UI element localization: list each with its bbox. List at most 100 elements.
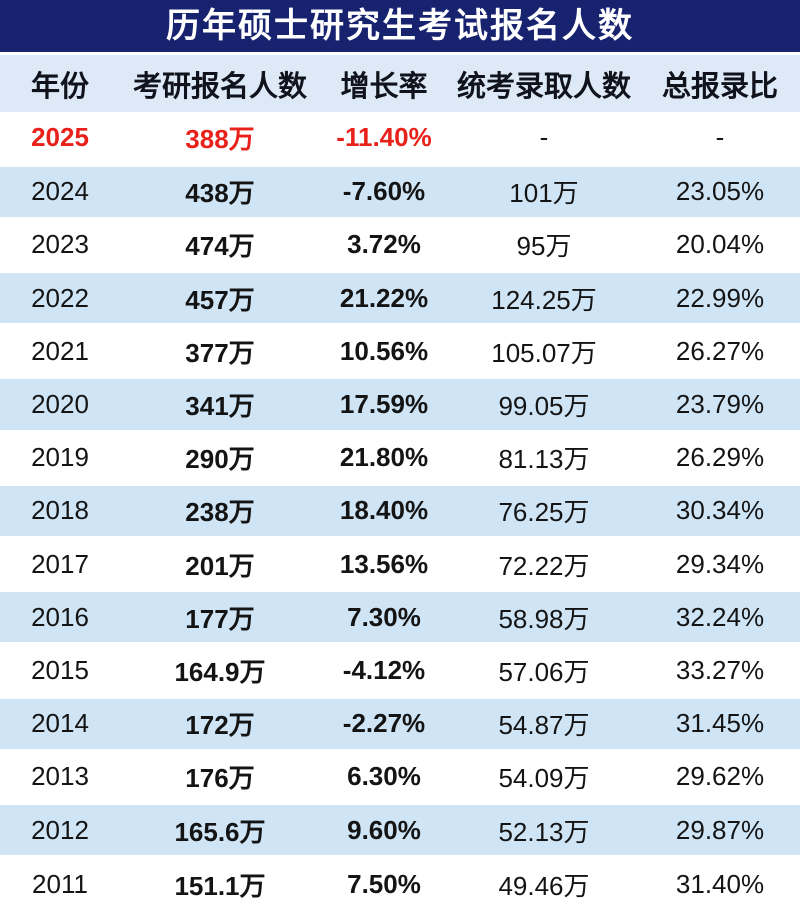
header-row: 年份 考研报名人数 增长率 统考录取人数 总报录比 <box>0 55 800 112</box>
cell-growth-rate: 17.59% <box>339 389 429 420</box>
cell-applicants: 438万 <box>185 178 255 209</box>
cell-admitted-count: 99.05万 <box>498 391 590 422</box>
cell-admission-ratio: 30.34% <box>675 495 765 526</box>
table-row: 2015 164.9万 -4.12% 57.06万 33.27% <box>0 643 800 698</box>
table-row: 2018 238万 18.40% 76.25万 30.34% <box>0 484 800 538</box>
cell-growth-rate: 6.30% <box>347 761 421 792</box>
table-body: 2025 388万 -11.40% - - 2024 438万 -7.60% 1… <box>0 112 800 910</box>
cell-applicants: 177万 <box>185 603 255 634</box>
cell-applicants: 341万 <box>185 391 255 422</box>
cell-applicants: 201万 <box>185 550 255 581</box>
cell-applicants: 474万 <box>185 231 255 262</box>
cell-year: 2022 <box>31 282 89 313</box>
cell-applicants: 377万 <box>185 337 255 368</box>
cell-admitted-count: 101万 <box>509 178 579 209</box>
cell-growth-rate: 3.72% <box>347 229 421 260</box>
cell-applicants: 388万 <box>185 124 255 155</box>
table-row: 2019 290万 21.80% 81.13万 26.29% <box>0 431 800 485</box>
cell-year: 2016 <box>31 601 89 632</box>
cell-growth-rate: -11.40% <box>336 122 432 153</box>
cell-admission-ratio: 29.34% <box>675 548 765 579</box>
table-row: 2016 177万 7.30% 58.98万 32.24% <box>0 590 800 644</box>
cell-admitted-count: - <box>539 122 549 153</box>
cell-year: 2021 <box>31 335 89 366</box>
cell-admitted-count: 54.87万 <box>498 710 590 741</box>
col-header-admitted: 统考录取人数 <box>456 70 631 103</box>
table-row: 2012 165.6万 9.60% 52.13万 29.87% <box>0 803 800 857</box>
cell-admission-ratio: - <box>715 122 725 153</box>
cell-applicants: 165.6万 <box>174 816 266 847</box>
col-header-growth: 增长率 <box>340 70 428 103</box>
cell-growth-rate: 21.22% <box>339 282 429 313</box>
table-row: 2014 172万 -2.27% 54.87万 31.45% <box>0 697 800 751</box>
table-row: 2023 474万 3.72% 95万 20.04% <box>0 218 800 272</box>
cell-applicants: 176万 <box>185 763 255 794</box>
cell-year: 2020 <box>31 389 89 420</box>
cell-admitted-count: 81.13万 <box>498 444 590 475</box>
cell-growth-rate: 9.60% <box>347 814 421 845</box>
cell-admitted-count: 57.06万 <box>498 656 590 687</box>
table-row: 2021 377万 10.56% 105.07万 26.27% <box>0 324 800 378</box>
cell-applicants: 238万 <box>185 497 255 528</box>
cell-admission-ratio: 26.29% <box>675 442 765 473</box>
table-row: 2022 457万 21.22% 124.25万 22.99% <box>0 271 800 325</box>
cell-admission-ratio: 29.62% <box>675 761 765 792</box>
table-row: 2025 388万 -11.40% - - <box>0 112 800 166</box>
cell-applicants: 172万 <box>185 710 255 741</box>
cell-admitted-count: 105.07万 <box>491 337 597 368</box>
cell-applicants: 164.9万 <box>174 656 266 687</box>
cell-admitted-count: 49.46万 <box>498 870 590 901</box>
cell-year: 2011 <box>32 868 88 899</box>
cell-growth-rate: -7.60% <box>342 176 426 207</box>
cell-applicants: 457万 <box>185 284 255 315</box>
cell-growth-rate: 21.80% <box>339 442 429 473</box>
col-header-applicants: 考研报名人数 <box>132 70 307 103</box>
cell-growth-rate: -2.27% <box>342 708 426 739</box>
cell-admission-ratio: 29.87% <box>675 814 765 845</box>
cell-applicants: 290万 <box>185 444 255 475</box>
cell-admission-ratio: 22.99% <box>675 282 765 313</box>
cell-admitted-count: 58.98万 <box>498 603 590 634</box>
cell-year: 2017 <box>31 548 89 579</box>
cell-year: 2014 <box>31 708 89 739</box>
cell-year: 2019 <box>31 442 89 473</box>
table-row: 2013 176万 6.30% 54.09万 29.62% <box>0 750 800 804</box>
cell-admission-ratio: 20.04% <box>675 229 765 260</box>
cell-growth-rate: 7.50% <box>347 868 421 899</box>
cell-year: 2023 <box>31 229 89 260</box>
data-table: 年份 考研报名人数 增长率 统考录取人数 总报录比 2025 388万 -11.… <box>0 55 800 910</box>
cell-admitted-count: 95万 <box>516 231 572 262</box>
cell-admission-ratio: 31.40% <box>675 868 765 899</box>
table-row: 2011 151.1万 7.50% 49.46万 31.40% <box>0 856 800 910</box>
cell-year: 2025 <box>31 122 89 153</box>
cell-year: 2024 <box>31 176 89 207</box>
cell-admission-ratio: 33.27% <box>675 654 765 685</box>
cell-growth-rate: -4.12% <box>342 654 426 685</box>
cell-year: 2018 <box>31 495 89 526</box>
cell-admission-ratio: 23.05% <box>675 176 765 207</box>
cell-growth-rate: 18.40% <box>339 495 429 526</box>
table-row: 2020 341万 17.59% 99.05万 23.79% <box>0 377 800 432</box>
col-header-ratio: 总报录比 <box>661 70 778 103</box>
cell-admitted-count: 124.25万 <box>491 284 597 315</box>
cell-year: 2015 <box>31 654 89 685</box>
cell-admission-ratio: 31.45% <box>675 708 765 739</box>
cell-growth-rate: 13.56% <box>339 548 429 579</box>
cell-admitted-count: 54.09万 <box>498 763 590 794</box>
cell-growth-rate: 7.30% <box>347 601 421 632</box>
table-row: 2017 201万 13.56% 72.22万 29.34% <box>0 537 800 591</box>
cell-growth-rate: 10.56% <box>339 335 429 366</box>
cell-applicants: 151.1万 <box>174 870 266 901</box>
cell-admitted-count: 76.25万 <box>498 497 590 528</box>
cell-year: 2013 <box>31 761 89 792</box>
page-title: 历年硕士研究生考试报名人数 <box>0 0 800 55</box>
cell-admission-ratio: 26.27% <box>675 335 765 366</box>
cell-admission-ratio: 23.79% <box>675 389 765 420</box>
cell-year: 2012 <box>31 814 89 845</box>
cell-admitted-count: 52.13万 <box>498 816 590 847</box>
cell-admitted-count: 72.22万 <box>498 550 590 581</box>
col-header-year: 年份 <box>30 70 89 103</box>
table-row: 2024 438万 -7.60% 101万 23.05% <box>0 165 800 219</box>
cell-admission-ratio: 32.24% <box>675 601 765 632</box>
